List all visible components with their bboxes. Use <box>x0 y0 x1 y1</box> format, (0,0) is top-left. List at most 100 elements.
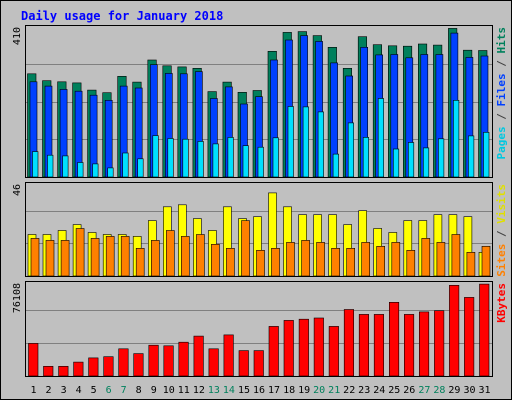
bar-pages-26 <box>407 142 415 178</box>
bar-pages-27 <box>422 147 430 178</box>
bar-sites-24 <box>376 246 386 277</box>
bar-kbytes-28 <box>434 310 445 377</box>
bar-kbytes-29 <box>449 284 460 377</box>
bar-kbytes-13 <box>208 348 219 377</box>
bar-sites-17 <box>271 248 280 277</box>
bar-sites-9 <box>151 240 160 277</box>
bar-kbytes-22 <box>343 309 355 377</box>
x-tick-label-19: 19 <box>298 385 310 396</box>
bar-pages-24 <box>377 98 385 178</box>
bar-pages-21 <box>332 153 339 178</box>
x-tick-label-13: 13 <box>208 385 220 396</box>
x-tick-label-30: 30 <box>463 385 475 396</box>
x-tick-label-12: 12 <box>193 385 205 396</box>
bar-sites-11 <box>181 236 190 277</box>
bar-kbytes-7 <box>118 348 129 377</box>
bar-sites-14 <box>226 248 235 277</box>
bar-kbytes-1 <box>28 343 39 377</box>
x-tick-label-11: 11 <box>178 385 190 396</box>
bar-sites-15 <box>241 220 250 277</box>
chart-title: Daily usage for January 2018 <box>21 9 223 23</box>
bar-pages-4 <box>77 162 84 178</box>
bar-sites-10 <box>166 230 175 277</box>
x-tick-label-27: 27 <box>418 385 430 396</box>
bar-kbytes-3 <box>58 365 69 377</box>
bar-sites-12 <box>196 234 205 277</box>
x-tick-label-15: 15 <box>238 385 250 396</box>
legend-item-kbytes-0: KBytes <box>495 283 508 323</box>
x-tick-label-31: 31 <box>478 385 490 396</box>
bar-kbytes-2 <box>43 365 54 377</box>
x-tick-label-1: 1 <box>30 385 36 396</box>
bar-pages-18 <box>287 106 294 178</box>
bar-sites-19 <box>301 240 310 277</box>
y-max-label-hits_files_pages: 410 <box>12 27 23 45</box>
x-tick-label-4: 4 <box>76 385 82 396</box>
bar-pages-9 <box>152 135 159 178</box>
bar-pages-6 <box>107 167 114 178</box>
bar-sites-3 <box>60 240 70 277</box>
bar-kbytes-14 <box>223 334 234 377</box>
bar-pages-29 <box>453 100 460 178</box>
bar-sites-4 <box>75 228 85 277</box>
bar-sites-2 <box>45 240 55 277</box>
bar-pages-19 <box>302 106 309 178</box>
x-tick-label-24: 24 <box>373 385 385 396</box>
bar-sites-31 <box>481 246 491 277</box>
bar-pages-12 <box>197 141 204 178</box>
bar-kbytes-15 <box>238 350 249 377</box>
bar-sites-18 <box>286 242 295 277</box>
bar-kbytes-10 <box>163 345 174 377</box>
bar-pages-1 <box>32 151 39 178</box>
legend-visits_sites: Sites / Visits <box>495 184 508 277</box>
bar-sites-16 <box>256 250 265 277</box>
legend-item-hits_files_pages-4: Hits <box>495 27 508 54</box>
bar-pages-11 <box>182 138 189 178</box>
bar-kbytes-26 <box>403 314 415 377</box>
bar-kbytes-17 <box>268 326 279 377</box>
bar-pages-7 <box>122 152 129 178</box>
x-tick-label-26: 26 <box>403 385 415 396</box>
bar-kbytes-27 <box>418 311 430 377</box>
bar-kbytes-21 <box>328 326 339 377</box>
bar-kbytes-24 <box>373 314 385 377</box>
legend-item-hits_files_pages-3: / <box>495 54 508 74</box>
legend-item-hits_files_pages-1: / <box>495 107 508 127</box>
legend-item-hits_files_pages-2: Files <box>495 73 508 106</box>
bar-sites-20 <box>316 242 325 277</box>
panel-hits_files_pages-border <box>25 25 493 178</box>
bar-kbytes-9 <box>148 344 159 377</box>
bar-kbytes-8 <box>133 353 144 377</box>
x-tick-label-29: 29 <box>448 385 460 396</box>
bar-sites-30 <box>466 252 476 277</box>
bar-pages-10 <box>167 138 174 178</box>
x-tick-label-10: 10 <box>163 385 175 396</box>
bar-sites-13 <box>211 244 220 277</box>
x-tick-label-25: 25 <box>388 385 400 396</box>
x-tick-label-14: 14 <box>223 385 235 396</box>
legend-item-visits_sites-2: Visits <box>495 184 508 224</box>
bar-sites-7 <box>120 236 130 277</box>
x-tick-label-22: 22 <box>343 385 355 396</box>
bar-sites-23 <box>361 242 371 277</box>
bar-sites-6 <box>105 236 115 277</box>
bar-kbytes-31 <box>479 283 490 377</box>
bar-sites-28 <box>436 242 446 277</box>
bar-kbytes-18 <box>283 320 294 377</box>
bar-pages-2 <box>47 154 54 178</box>
bar-pages-16 <box>257 146 264 178</box>
bar-pages-5 <box>92 163 99 178</box>
bar-sites-22 <box>346 248 356 277</box>
bar-sites-1 <box>30 238 40 277</box>
x-tick-label-21: 21 <box>328 385 340 396</box>
x-tick-label-9: 9 <box>151 385 157 396</box>
bar-kbytes-4 <box>73 361 84 377</box>
x-tick-label-3: 3 <box>61 385 67 396</box>
bar-sites-8 <box>135 248 145 277</box>
bar-kbytes-25 <box>388 301 400 377</box>
x-tick-label-5: 5 <box>91 385 97 396</box>
x-tick-label-2: 2 <box>45 385 51 396</box>
bar-sites-5 <box>90 238 100 277</box>
